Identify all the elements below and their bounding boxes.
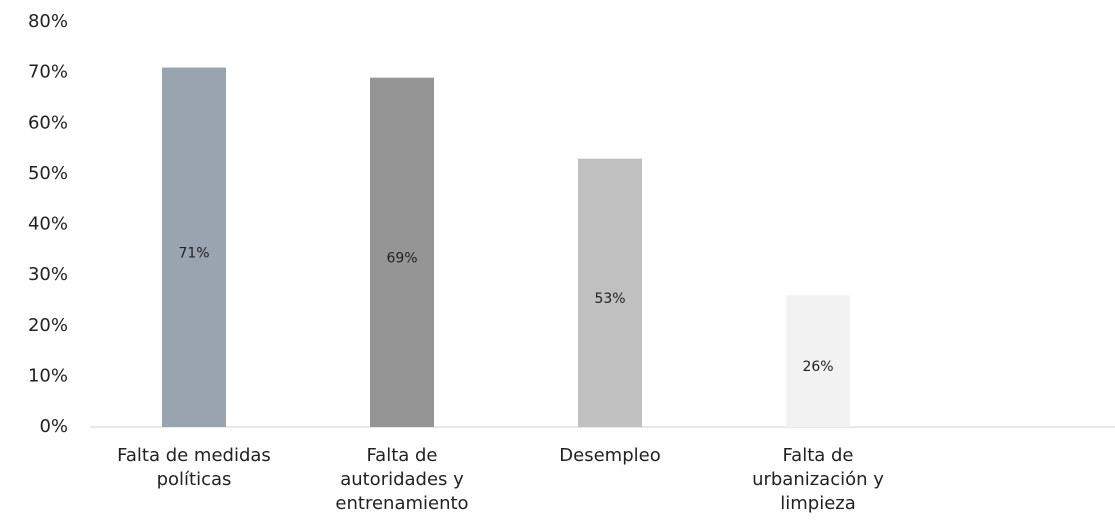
y-tick-label: 50% [28,163,68,184]
data-label: 53% [594,291,625,307]
data-label: 69% [386,250,417,266]
x-tick-label: Falta de autoridades y entrenamiento [335,445,468,514]
y-tick-label: 70% [28,62,68,83]
y-tick-label: 80% [28,11,68,32]
y-tick-label: 10% [28,365,68,386]
bar [578,158,642,427]
x-tick-label: Falta de medidas políticas [117,445,271,490]
data-label: 71% [178,245,209,261]
y-tick-label: 20% [28,315,68,336]
bar [786,295,850,427]
y-tick-label: 0% [39,416,68,437]
bar [370,77,434,427]
y-tick-label: 30% [28,264,68,285]
y-tick-label: 40% [28,214,68,235]
x-tick-label: Desempleo [559,445,660,466]
data-label: 26% [802,359,833,375]
bar [162,67,226,427]
y-tick-label: 60% [28,112,68,133]
x-tick-label: Falta de urbanización y limpieza [752,445,884,514]
